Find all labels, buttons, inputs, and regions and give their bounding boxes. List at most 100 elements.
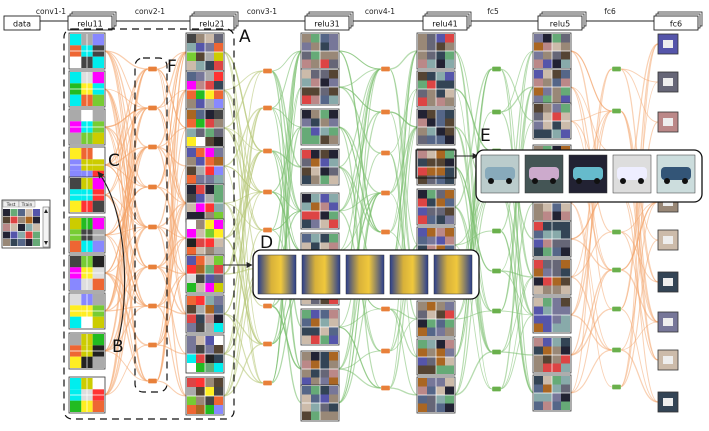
thumbnail-patch: [427, 207, 436, 216]
class-thumbnail-object: [663, 78, 673, 86]
thumbnail-patch: [427, 327, 436, 336]
connection-edge: [103, 50, 149, 228]
neuron-dot-fc6: [611, 306, 622, 312]
thumbnail-patch: [205, 363, 214, 372]
thumbnail-patch: [187, 52, 196, 61]
thumbnail-patch: [445, 167, 454, 176]
thumbnail-patch: [552, 121, 561, 130]
thumbnail-patch: [418, 215, 427, 224]
connection-edge: [337, 192, 382, 252]
thumbnail-patch: [445, 51, 454, 60]
thumbnail-patch: [445, 97, 454, 106]
stripe-filter-image: [389, 254, 429, 295]
thumbnail-patch: [552, 384, 561, 393]
thumbnail-patch: [187, 387, 196, 396]
thumbnail-patch: [214, 203, 223, 212]
thumbnail-patch: [552, 129, 561, 138]
connection-edge: [103, 68, 149, 396]
thumbnail-patch: [436, 228, 445, 237]
thumbnail-patch: [329, 175, 338, 184]
thumbnail-patch: [196, 296, 205, 305]
thumbnail-patch: [436, 378, 445, 387]
layer-label-relu31: relu31: [314, 20, 340, 29]
thumbnail-patch: [302, 175, 311, 184]
thumbnail-patch: [552, 42, 561, 51]
thumbnail-patch: [302, 34, 311, 43]
thumbnail-patch: [543, 260, 552, 269]
thumbnail-patch: [418, 357, 427, 366]
thumbnail-patch: [302, 310, 311, 319]
thumbnail-patch: [534, 78, 543, 87]
thumbnail-patch: [561, 401, 570, 410]
connection-edge: [270, 107, 303, 128]
thumbnail-patch: [445, 348, 454, 357]
thumbnail-patch: [92, 256, 104, 268]
thumbnail-patch: [561, 95, 570, 104]
thumbnail-patch: [302, 135, 311, 144]
thumbnail-patch: [302, 352, 311, 361]
thumbnail-patch: [427, 118, 436, 127]
thumbnail-patch: [436, 89, 445, 98]
input-image: [25, 239, 33, 246]
thumbnail-patch: [320, 211, 329, 220]
car-wheel: [506, 178, 512, 184]
neuron-dot-conv3: [262, 227, 273, 233]
input-image: [33, 231, 40, 239]
thumbnail-patch: [311, 386, 320, 395]
thumbnail-patch: [320, 59, 329, 68]
connection-edge: [337, 86, 382, 113]
thumbnail-patch: [445, 118, 454, 127]
thumbnail-patch: [534, 315, 543, 324]
thumbnail-patch: [70, 178, 82, 190]
neuron-dot-fc6: [611, 384, 622, 390]
thumbnail-patch: [92, 400, 104, 412]
thumbnail-patch: [302, 360, 311, 369]
thumbnail-patch: [320, 51, 329, 60]
thumbnail-patch: [561, 104, 570, 113]
thumbnail-patch: [214, 283, 223, 292]
thumbnail-patch: [534, 401, 543, 410]
thumbnail-patch: [445, 80, 454, 89]
thumbnail-patch: [205, 387, 214, 396]
connection-edge: [103, 272, 149, 382]
thumbnail-patch: [187, 247, 196, 256]
connection-edge: [103, 68, 149, 352]
thumbnail-patch: [418, 34, 427, 43]
thumbnail-patch: [427, 403, 436, 412]
thumbnail-patch: [543, 129, 552, 138]
thumbnail-patch: [552, 112, 561, 121]
connection-edge: [619, 321, 659, 351]
thumbnail-patch: [561, 203, 570, 212]
thumbnail-patch: [552, 355, 561, 364]
neuron-dot-conv2: [147, 184, 158, 190]
thumbnail-patch: [205, 137, 214, 146]
thumbnail-patch: [436, 395, 445, 404]
thumbnail-patch: [320, 403, 329, 412]
thumbnail-patch: [196, 175, 205, 184]
connection-edge: [453, 68, 493, 396]
thumbnail-patch: [311, 219, 320, 228]
thumbnail-patch: [302, 158, 311, 167]
connection-edge: [499, 202, 535, 353]
neuron-dot-conv3: [262, 148, 273, 154]
thumbnail-patch: [561, 376, 570, 385]
thumbnail-patch: [302, 219, 311, 228]
connection-edge: [222, 191, 264, 355]
thumbnail-patch: [436, 97, 445, 106]
connection-edge: [499, 50, 535, 113]
thumbnail-patch: [187, 229, 196, 238]
thumbnail-patch: [187, 336, 196, 345]
thumbnail-patch: [214, 166, 223, 175]
thumbnail-patch: [427, 97, 436, 106]
thumbnail-patch: [187, 296, 196, 305]
input-image: [10, 231, 18, 239]
thumbnail-patch: [561, 363, 570, 372]
connection-edge: [155, 51, 188, 188]
thumbnail-patch: [320, 202, 329, 211]
thumbnail-patch: [445, 403, 454, 412]
neuron-dot-conv4: [380, 66, 391, 72]
connection-label-conv3-1: conv3-1: [247, 7, 277, 16]
thumbnail-patch: [552, 363, 561, 372]
car-wheel: [682, 178, 688, 184]
thumbnail-patch: [329, 167, 338, 176]
